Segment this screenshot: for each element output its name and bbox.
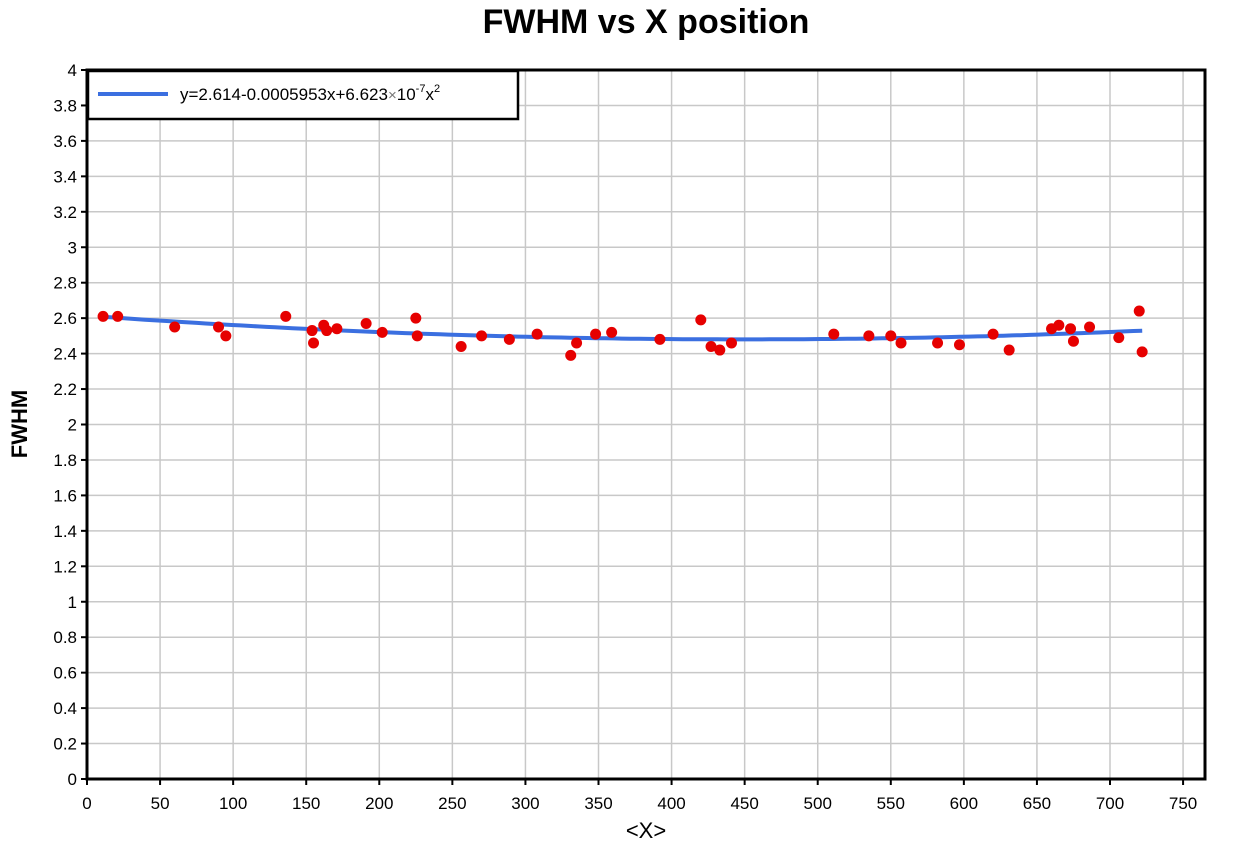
data-point <box>112 310 124 322</box>
x-tick-label: 300 <box>511 794 539 813</box>
data-point <box>590 328 602 340</box>
x-tick-label: 600 <box>950 794 978 813</box>
data-point <box>987 328 999 340</box>
data-point <box>1113 332 1125 344</box>
x-tick-label: 400 <box>657 794 685 813</box>
y-tick-label: 0 <box>68 770 77 789</box>
data-point <box>169 321 181 333</box>
x-axis-label: <X> <box>626 818 666 843</box>
x-tick-label: 100 <box>219 794 247 813</box>
y-tick-label: 2.8 <box>53 274 77 293</box>
data-point <box>503 333 515 345</box>
x-tick-label: 200 <box>365 794 393 813</box>
x-tick-label: 500 <box>804 794 832 813</box>
y-tick-label: 3 <box>68 238 77 257</box>
data-point <box>306 325 318 337</box>
data-point <box>932 337 944 349</box>
data-point <box>1136 346 1148 358</box>
legend: y=2.614-0.0005953x+6.623×10-7x2 <box>86 69 520 121</box>
data-point <box>863 330 875 342</box>
data-point <box>571 337 583 349</box>
data-point <box>895 337 907 349</box>
y-tick-label: 1.6 <box>53 486 77 505</box>
x-tick-label: 150 <box>292 794 320 813</box>
data-point <box>695 314 707 326</box>
data-point <box>714 344 726 356</box>
data-point <box>654 333 666 345</box>
fit-layer <box>101 314 1143 342</box>
y-tick-label: 2.4 <box>53 345 77 364</box>
data-point <box>705 341 717 353</box>
data-point <box>308 337 320 349</box>
y-axis-label: FWHM <box>7 390 32 458</box>
legend-exp2: 2 <box>434 83 440 95</box>
y-tick-label: 2.6 <box>53 309 77 328</box>
data-point <box>1053 319 1065 331</box>
data-point <box>376 326 388 338</box>
chart-title: FWHM vs X position <box>483 3 810 41</box>
x-tick-label: 550 <box>877 794 905 813</box>
y-tick-label: 1.4 <box>53 522 77 541</box>
y-tick-label: 1.8 <box>53 451 77 470</box>
data-point <box>476 330 488 342</box>
y-tick-label: 4 <box>68 61 77 80</box>
legend-label: y=2.614-0.0005953x+6.623×10-7x2 <box>180 83 440 104</box>
y-tick-label: 1 <box>68 593 77 612</box>
y-tick-label: 3.6 <box>53 132 77 151</box>
data-point <box>220 330 232 342</box>
x-tick-labels: 0 50 100 150 200 250 300 350 400 450 500 550 600 650 7… <box>82 794 1197 813</box>
y-tick-labels: 0 0.2 0.4 0.6 0.8 1 1.2 1.4 1.6 1.8 2 2.2 2.4 2.6 2.8 3… <box>53 61 77 789</box>
legend-ten: 10 <box>397 85 416 104</box>
data-point <box>565 349 577 361</box>
data-point <box>331 323 343 335</box>
legend-main: y=2.614-0.0005953x+6.623 <box>180 85 388 104</box>
data-point <box>455 341 467 353</box>
data-point <box>1065 323 1077 335</box>
legend-exp: -7 <box>416 83 426 95</box>
grid <box>81 69 1205 785</box>
plot-frame <box>85 68 1207 781</box>
data-point <box>606 326 618 338</box>
legend-times: × <box>388 87 397 104</box>
data-point <box>1133 305 1145 317</box>
y-tick-label: 1.2 <box>53 557 77 576</box>
data-point <box>97 310 109 322</box>
x-tick-label: 700 <box>1096 794 1124 813</box>
data-point <box>1084 321 1096 333</box>
data-point <box>531 328 543 340</box>
y-tick-label: 3.2 <box>53 203 77 222</box>
fit-line <box>101 314 1143 342</box>
x-tick-label: 750 <box>1169 794 1197 813</box>
legend-x: x <box>425 85 434 104</box>
y-tick-label: 2 <box>68 416 77 435</box>
y-tick-label: 3.8 <box>53 96 77 115</box>
data-point <box>411 330 423 342</box>
data-point <box>1067 335 1079 347</box>
x-tick-label: 450 <box>730 794 758 813</box>
data-point <box>885 330 897 342</box>
data-point <box>828 328 840 340</box>
data-point <box>953 339 965 351</box>
data-point <box>360 317 372 329</box>
y-tick-label: 0.8 <box>53 628 77 647</box>
data-point <box>410 312 422 324</box>
y-tick-label: 0.6 <box>53 664 77 683</box>
y-tick-label: 0.2 <box>53 735 77 754</box>
data-point <box>321 325 333 337</box>
x-tick-label: 250 <box>438 794 466 813</box>
x-tick-label: 650 <box>1023 794 1051 813</box>
data-point <box>1003 344 1015 356</box>
data-point <box>725 337 737 349</box>
x-tick-label: 50 <box>151 794 170 813</box>
data-point <box>280 310 292 322</box>
y-tick-label: 3.4 <box>53 167 77 186</box>
data-point <box>213 321 225 333</box>
data-points <box>97 305 1148 361</box>
y-tick-label: 2.2 <box>53 380 77 399</box>
x-tick-label: 350 <box>584 794 612 813</box>
y-tick-label: 0.4 <box>53 699 77 718</box>
x-tick-label: 0 <box>82 794 91 813</box>
